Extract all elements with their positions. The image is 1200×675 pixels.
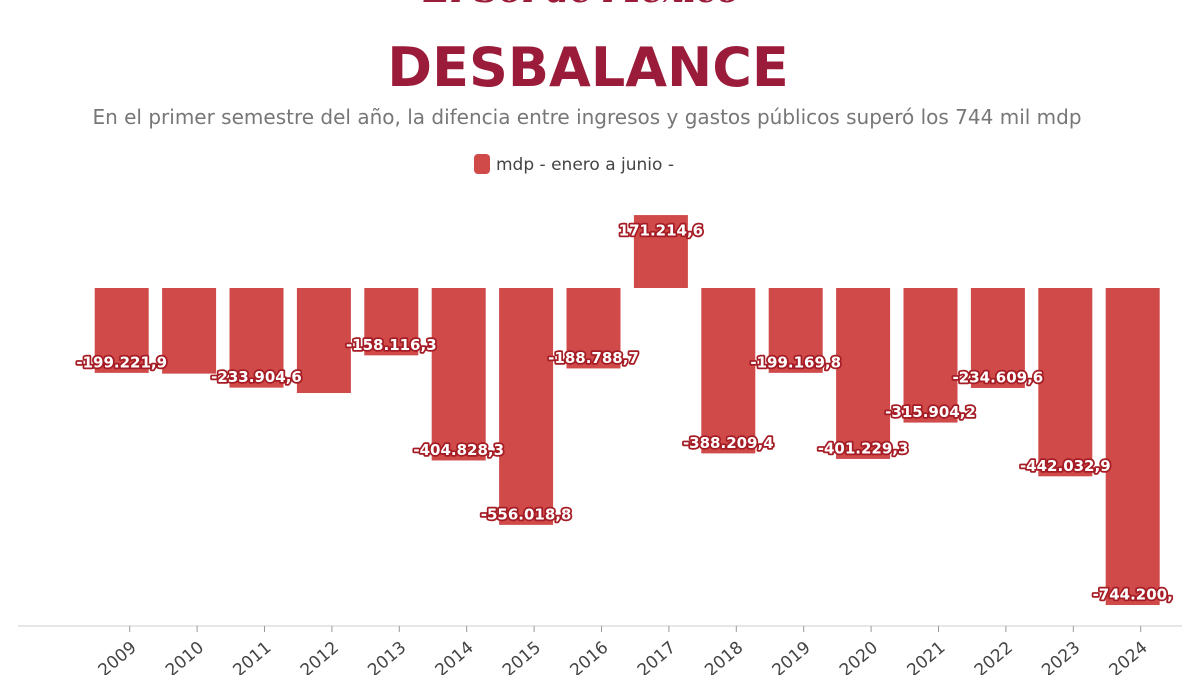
value-label: -188.788,7	[548, 349, 639, 367]
value-label: -199.221,9	[76, 353, 167, 371]
value-label: -388.209,4	[683, 434, 774, 452]
bar	[229, 288, 284, 388]
x-tick-label: 2024	[1106, 638, 1152, 675]
bar	[768, 288, 823, 373]
brand-logo: El Sol de México	[423, 0, 740, 11]
bar	[94, 288, 149, 373]
value-label: -401.229,3	[818, 439, 909, 457]
bar	[633, 215, 688, 289]
x-tick-label: 2021	[903, 638, 949, 675]
chart-title: DESBALANCE	[387, 36, 788, 99]
x-tick-label: 2015	[499, 638, 545, 675]
value-label: -315.904,2	[885, 403, 976, 421]
chart-subtitle: En el primer semestre del año, la difenc…	[92, 105, 1081, 129]
x-tick-label: 2009	[95, 638, 141, 675]
value-label: -233.904,6	[211, 368, 302, 386]
bar	[566, 288, 621, 369]
value-label: -234.609,6	[953, 368, 1044, 386]
legend-swatch	[474, 154, 490, 174]
x-tick-label: 2017	[634, 638, 680, 675]
value-label: -199.169,8	[750, 353, 841, 371]
x-tick-label: 2018	[701, 638, 747, 675]
value-label: 171.214,6	[619, 222, 703, 240]
x-tick-label: 2011	[229, 638, 275, 675]
value-label: -556.018,8	[481, 505, 572, 523]
x-tick-label: 2013	[364, 638, 410, 675]
legend-label: mdp - enero a junio -	[496, 155, 674, 175]
bar	[970, 288, 1025, 388]
bar	[296, 288, 351, 394]
x-tick-label: 2016	[566, 638, 612, 675]
bar	[836, 288, 891, 459]
value-label: -404.828,3	[413, 441, 504, 459]
x-tick-label: 2023	[1038, 638, 1084, 675]
bar	[162, 288, 217, 374]
bar	[903, 288, 958, 423]
x-tick-label: 2012	[297, 638, 343, 675]
bar	[1105, 288, 1160, 606]
bar	[431, 288, 486, 461]
bar	[1038, 288, 1093, 477]
value-label: -744.200,	[1093, 586, 1173, 604]
x-tick-label: 2020	[836, 638, 882, 675]
value-label: -158.116,3	[346, 336, 437, 354]
x-tick-label: 2022	[971, 638, 1017, 675]
x-tick-label: 2019	[769, 638, 815, 675]
bar	[364, 288, 419, 356]
x-tick-label: 2014	[432, 638, 478, 675]
x-tick-label: 2010	[162, 638, 208, 675]
value-label: -442.032,9	[1020, 457, 1111, 475]
bar	[701, 288, 756, 454]
bar	[499, 288, 554, 525]
